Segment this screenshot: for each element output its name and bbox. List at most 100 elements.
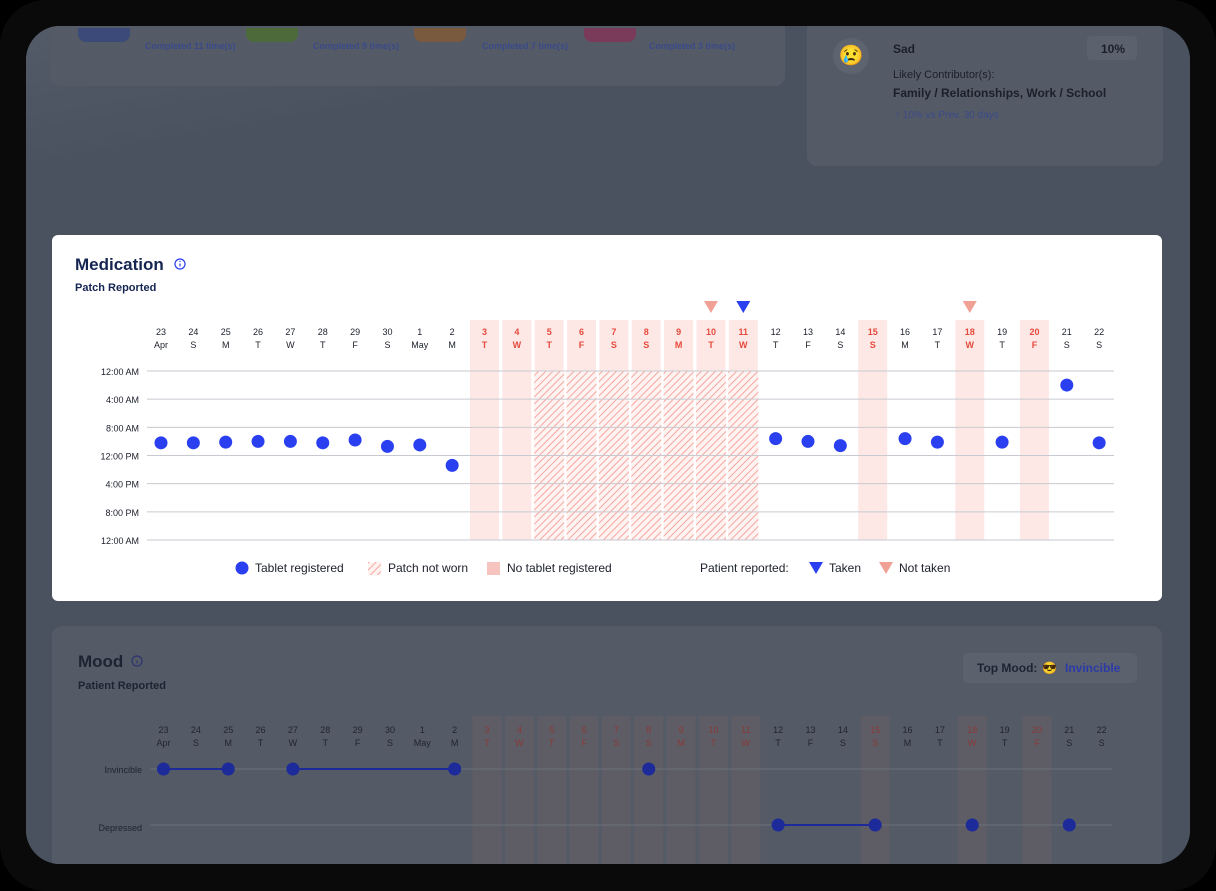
y-label-3: 12:00 PM [100,452,139,462]
tablet-dot-0 [154,436,168,450]
tablet-dot-20 [801,434,815,448]
day-weekday-19: T [773,340,779,350]
mood-day-number-11: 4 [517,725,522,735]
completed-count-3: Completed 7 time(s) [482,41,569,51]
mood-info-icon[interactable] [131,655,143,667]
day-number-1: 24 [188,327,198,337]
top-mood-badge [963,653,1137,683]
mood-day-weekday-0: Apr [156,738,170,748]
contributors-label: Likely Contributor(s): [893,69,995,81]
tablet-dot-1 [186,436,200,450]
day-weekday-11: W [513,340,522,350]
mood-band-22 [860,716,890,864]
tablet-dot-3 [251,434,265,448]
mood-day-weekday-18: W [742,738,751,748]
taken-marker-18 [736,301,751,313]
day-number-23: 16 [900,327,910,337]
mood-day-weekday-8: May [414,738,432,748]
mood-y-depressed: Depressed [98,823,142,833]
day-weekday-14: S [611,340,617,350]
tablet-dot-26 [995,435,1009,449]
y-label-0: 12:00 AM [101,367,139,377]
day-weekday-7: S [384,340,390,350]
mood-day-weekday-13: F [581,738,587,748]
mood-stat-percent-badge: 10% [1087,36,1137,60]
day-weekday-5: T [320,340,326,350]
legend-patch-label: Patch not worn [388,561,468,575]
mood-day-weekday-10: T [484,738,490,748]
tablet-dot-23 [898,432,912,446]
mood-title: Mood [78,652,123,671]
no-tablet-band-11 [502,320,532,540]
day-weekday-9: M [448,340,456,350]
mood-dot-depressed-25 [965,818,979,832]
activity-card: Completed 11 time(s) Completed 9 time(s)… [50,26,785,86]
day-number-8: 1 [417,327,422,337]
not-taken-marker-17 [703,301,718,313]
day-weekday-13: F [579,340,585,350]
mood-day-weekday-15: S [646,738,652,748]
mood-day-weekday-7: S [387,738,393,748]
mood-card: Mood Patient Reported Top Mood: 😎 Invinc… [52,626,1162,864]
day-weekday-18: W [739,340,748,350]
medication-chart: Medication Patch Reported 23Apr24S25M26T… [75,255,1114,575]
completed-count-1: Completed 11 time(s) [145,41,236,51]
day-weekday-0: Apr [154,340,168,350]
y-label-6: 12:00 AM [101,536,139,546]
info-icon[interactable] [174,258,186,270]
tablet-dot-2 [219,435,233,449]
mood-day-number-9: 2 [452,725,457,735]
legend-no-tablet-label: No tablet registered [507,561,612,575]
mood-day-weekday-12: T [549,738,555,748]
day-weekday-4: W [286,340,295,350]
mood-day-number-21: 14 [838,725,848,735]
mood-day-number-22: 15 [870,725,880,735]
day-number-25: 18 [965,327,975,337]
mood-day-number-2: 25 [223,725,233,735]
day-weekday-8: May [411,340,429,350]
medication-subtitle: Patch Reported [75,282,156,294]
day-number-3: 26 [253,327,263,337]
mood-day-weekday-20: F [808,738,814,748]
mood-day-number-15: 8 [646,725,651,735]
day-number-7: 30 [382,327,392,337]
day-weekday-22: S [870,340,876,350]
day-number-0: 23 [156,327,166,337]
day-number-22: 15 [868,327,878,337]
mood-dot-invincible-0 [157,762,170,776]
day-weekday-24: T [935,340,941,350]
day-weekday-3: T [255,340,261,350]
legend-no-tablet-swatch [487,562,500,575]
mood-day-weekday-17: T [711,738,717,748]
no-tablet-band-25 [955,320,985,540]
day-weekday-20: F [805,340,811,350]
mood-band-27 [1022,716,1052,864]
day-number-24: 17 [932,327,942,337]
day-weekday-17: T [708,340,714,350]
mood-chart: Mood Patient Reported Top Mood: 😎 Invinc… [78,652,1137,864]
legend-patient-reported: Patient reported: [700,561,789,575]
mood-day-number-19: 12 [773,725,783,735]
mood-day-number-25: 18 [967,725,977,735]
mood-band-14 [601,716,631,864]
app-screen: Completed 11 time(s) Completed 9 time(s)… [26,26,1190,864]
mood-day-number-16: 9 [679,725,684,735]
activity-thumb-2 [246,28,298,42]
day-weekday-6: F [352,340,358,350]
day-number-13: 6 [579,327,584,337]
mood-dot-depressed-28 [1062,818,1076,832]
mood-day-number-7: 30 [385,725,395,735]
mood-day-weekday-28: S [1066,738,1072,748]
day-weekday-10: T [482,340,488,350]
mood-band-11 [504,716,534,864]
mood-dot-invincible-4 [286,762,300,776]
tablet-dot-19 [769,432,783,446]
legend-not-taken-icon [879,562,893,574]
y-label-5: 8:00 PM [105,508,139,518]
mood-day-weekday-27: F [1034,738,1040,748]
mood-day-weekday-16: M [677,738,685,748]
mood-band-25 [957,716,987,864]
day-weekday-12: T [546,340,552,350]
top-mood-value: Invincible [1065,661,1121,675]
